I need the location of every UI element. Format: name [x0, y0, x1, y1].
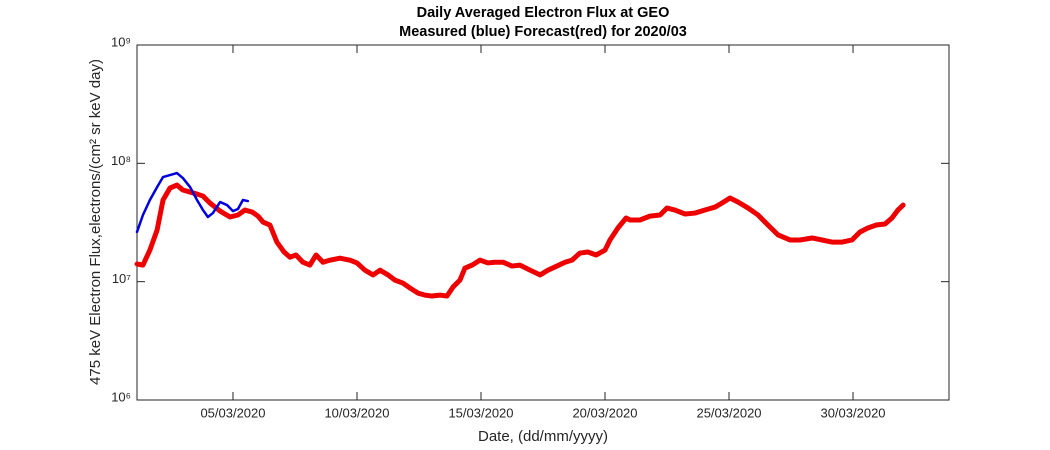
x-tick-label: 25/03/2020: [696, 405, 761, 420]
x-axis-label: Date, (dd/mm/yyyy): [478, 428, 608, 445]
y-tick-label: 10⁶: [111, 389, 131, 404]
series-line: [134, 182, 906, 299]
y-axis-label: 475 keV Electron Flux,electrons/(cm² sr …: [87, 59, 104, 385]
y-tick-label: 10⁸: [111, 153, 131, 168]
x-tick-label: 20/03/2020: [572, 405, 637, 420]
series-line: [135, 171, 250, 234]
chart-title: Daily Averaged Electron Flux at GEO: [417, 5, 670, 21]
y-tick-label: 10⁷: [112, 271, 131, 286]
x-tick-label: 15/03/2020: [448, 405, 513, 420]
x-tick-label: 05/03/2020: [200, 405, 265, 420]
x-tick-label: 10/03/2020: [324, 405, 389, 420]
chart-subtitle: Measured (blue) Forecast(red) for 2020/0…: [399, 24, 687, 40]
y-tick-label: 10⁹: [111, 34, 131, 49]
plot-box: [136, 44, 950, 401]
x-tick-label: 30/03/2020: [820, 405, 885, 420]
